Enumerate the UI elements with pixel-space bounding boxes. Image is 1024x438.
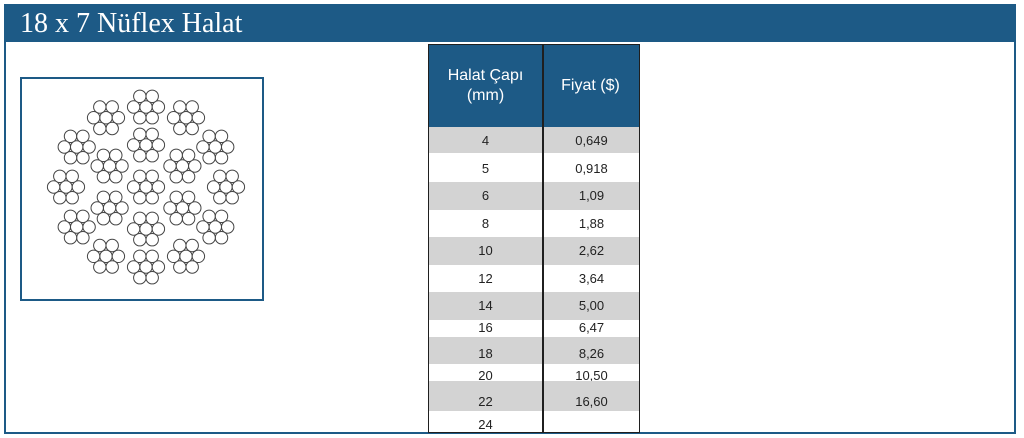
title-bar: 18 x 7 Nüflex Halat xyxy=(6,6,1014,42)
column-divider xyxy=(542,45,544,432)
diameter-cell: 14 xyxy=(478,298,493,313)
rope-cross-section-diagram xyxy=(20,77,264,301)
price-cell: 16,60 xyxy=(575,394,608,409)
price-cell: 0,918 xyxy=(575,161,608,176)
price-cell: 8,26 xyxy=(578,346,605,361)
wire-rope-cross-section-icon xyxy=(46,89,246,285)
diameter-cell: 18 xyxy=(478,346,493,361)
strand xyxy=(166,238,206,274)
table-row xyxy=(429,381,639,411)
price-cell: 2,62 xyxy=(578,243,605,258)
diameter-cell: 4 xyxy=(481,133,490,148)
strand xyxy=(90,190,129,226)
diameter-cell: 20 xyxy=(478,368,493,383)
strand xyxy=(126,127,166,163)
strand xyxy=(126,169,166,205)
price-cell: 3,64 xyxy=(578,271,605,286)
price-cell: 5,00 xyxy=(578,298,605,313)
diameter-cell: 6 xyxy=(481,188,490,203)
table-row xyxy=(429,182,639,210)
table-row xyxy=(429,127,639,153)
strand xyxy=(90,148,129,184)
strand xyxy=(166,100,206,136)
strand xyxy=(196,129,235,165)
strand xyxy=(57,209,96,245)
price-cell: 10,50 xyxy=(575,368,608,383)
diameter-cell: 10 xyxy=(478,243,493,258)
table-row xyxy=(429,337,639,364)
table-row xyxy=(429,237,639,265)
strand xyxy=(57,129,96,165)
page-title: 18 x 7 Nüflex Halat xyxy=(20,8,243,39)
strand xyxy=(126,211,166,247)
diameter-cell: 8 xyxy=(481,216,490,231)
strand xyxy=(206,169,246,205)
price-cell: 1,09 xyxy=(578,188,605,203)
diameter-cell: 24 xyxy=(478,417,493,432)
diameter-cell: 5 xyxy=(481,161,490,176)
strand xyxy=(126,249,166,285)
diameter-cell: 16 xyxy=(478,320,493,335)
diameter-cell: 12 xyxy=(478,271,493,286)
strand xyxy=(163,148,202,184)
strand xyxy=(196,209,235,245)
diameter-cell: 22 xyxy=(478,394,493,409)
column-header-price: Fiyat ($) xyxy=(561,77,620,94)
strand xyxy=(46,169,86,205)
strand xyxy=(86,100,126,136)
price-cell: 0,649 xyxy=(575,133,608,148)
table-header: Halat Çapı (mm) Fiyat ($) xyxy=(429,45,639,127)
strand xyxy=(126,89,166,125)
price-table: Halat Çapı (mm) Fiyat ($) 4 0,649 5 0,918 6 1… xyxy=(428,44,640,433)
price-cell: 6,47 xyxy=(578,320,605,335)
strand xyxy=(163,190,202,226)
product-panel: 18 x 7 Nüflex Halat Halat Çapı (mm) Fiya… xyxy=(4,4,1016,434)
price-cell: 1,88 xyxy=(578,216,605,231)
strand xyxy=(86,238,126,274)
column-header-diameter: Halat Çapı (mm) xyxy=(447,67,524,104)
table-row xyxy=(429,292,639,320)
